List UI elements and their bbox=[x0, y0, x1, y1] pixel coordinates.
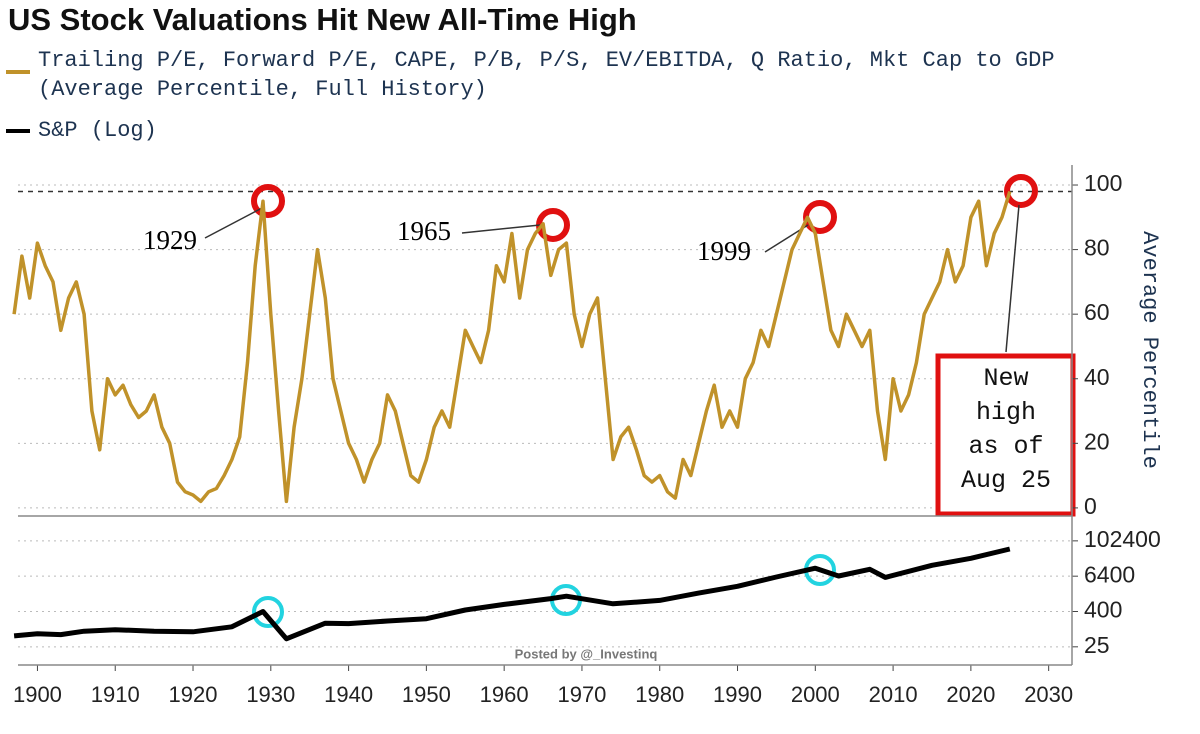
annotation: 1929 bbox=[143, 225, 197, 255]
highlight-circle bbox=[1004, 174, 1038, 208]
highlight-circle bbox=[252, 596, 284, 628]
y-tick-label: 6400 bbox=[1084, 561, 1135, 587]
x-tick-label: 1990 bbox=[713, 682, 762, 707]
pointer bbox=[461, 224, 541, 234]
pointer bbox=[204, 207, 263, 239]
watermark: Posted by @_Investinq bbox=[515, 646, 658, 661]
y-tick-label: 60 bbox=[1084, 299, 1110, 325]
legend-label: S&P (Log) bbox=[38, 118, 157, 143]
x-tick-label: 2020 bbox=[946, 682, 995, 707]
y-tick-label: 40 bbox=[1084, 364, 1110, 390]
x-tick-label: 1980 bbox=[635, 682, 684, 707]
data-line bbox=[12, 190, 1012, 504]
y-tick-label: 20 bbox=[1084, 428, 1110, 454]
x-tick-label: 1970 bbox=[557, 682, 606, 707]
x-tick-label: 1940 bbox=[324, 682, 373, 707]
data-line bbox=[13, 546, 1011, 642]
x-tick-label: 1920 bbox=[169, 682, 218, 707]
pointer bbox=[1005, 204, 1020, 353]
annotation: New high as of Aug 25 bbox=[960, 364, 1051, 495]
highlight-circle bbox=[251, 184, 285, 218]
x-tick-label: 1950 bbox=[402, 682, 451, 707]
y-tick-label: 100 bbox=[1084, 170, 1122, 196]
callout-box bbox=[935, 353, 1076, 517]
x-tick-label: 2000 bbox=[791, 682, 840, 707]
legend-label: Trailing P/E, Forward P/E, CAPE, P/B, P/… bbox=[38, 48, 1055, 102]
y-axis-label: Average Percentile bbox=[1137, 231, 1162, 469]
annotation: 1999 bbox=[697, 236, 751, 266]
y-tick-label: 80 bbox=[1084, 235, 1110, 261]
y-tick-label: 0 bbox=[1084, 493, 1097, 519]
x-tick-label: 2030 bbox=[1024, 682, 1073, 707]
x-tick-label: 1930 bbox=[246, 682, 295, 707]
chart-title: US Stock Valuations Hit New All-Time Hig… bbox=[8, 2, 637, 37]
x-tick-label: 2010 bbox=[869, 682, 918, 707]
x-tick-label: 1960 bbox=[480, 682, 529, 707]
x-tick-label: 1900 bbox=[13, 682, 62, 707]
y-tick-label: 400 bbox=[1084, 597, 1122, 623]
y-tick-label: 25 bbox=[1084, 632, 1110, 658]
x-tick-label: 1910 bbox=[91, 682, 140, 707]
annotation: 1965 bbox=[397, 216, 451, 246]
y-tick-label: 102400 bbox=[1084, 526, 1161, 552]
